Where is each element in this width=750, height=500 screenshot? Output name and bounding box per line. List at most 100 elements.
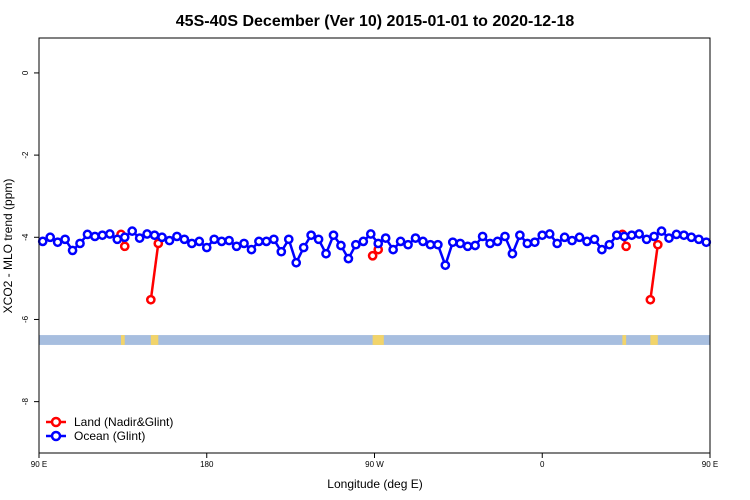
ocean-point <box>37 236 48 247</box>
ocean-point <box>343 253 354 264</box>
y-axis-label: XCO2 - MLO trend (ppm) <box>1 179 15 314</box>
x-tick-label: 90 E <box>702 460 718 469</box>
ocean-point <box>388 244 398 255</box>
ocean-point <box>485 238 495 249</box>
ocean-point <box>82 229 93 240</box>
ocean-point <box>97 230 108 241</box>
ocean-point <box>671 229 682 240</box>
ocean-point <box>611 230 622 241</box>
ocean-point <box>216 236 227 247</box>
land-point <box>652 239 663 250</box>
ocean-point <box>90 231 100 242</box>
land-patch <box>372 335 384 345</box>
ocean-point <box>186 238 197 249</box>
ocean-point <box>365 229 376 239</box>
ocean-point <box>559 232 570 243</box>
ocean-point <box>447 237 458 248</box>
ocean-point <box>619 231 630 242</box>
ocean-point <box>552 238 563 249</box>
ocean-point <box>45 232 56 243</box>
land-patch <box>150 335 159 345</box>
ocean-point <box>589 234 600 245</box>
y-ticks: 0 -2 -4 -6 -8 <box>21 70 39 405</box>
ocean-point <box>380 233 391 243</box>
ocean-point <box>328 230 339 241</box>
x-tick-label: 180 <box>200 460 214 469</box>
ocean-point <box>172 231 182 242</box>
land-patch <box>622 335 627 345</box>
land-point <box>119 241 130 252</box>
ocean-point <box>649 231 659 242</box>
ocean-point <box>507 248 518 259</box>
ocean-point <box>693 234 704 245</box>
ocean-point <box>529 237 540 248</box>
ocean-point <box>254 236 264 247</box>
land-patch <box>650 335 658 345</box>
ocean-point <box>351 239 361 250</box>
ocean-point <box>336 240 346 251</box>
ocean-point <box>567 235 577 246</box>
ocean-point <box>373 238 384 249</box>
ocean-point <box>403 239 413 250</box>
legend-land-label: Land (Nadir&Glint) <box>74 415 173 429</box>
ocean-point <box>60 234 70 245</box>
legend-ocean-marker <box>50 430 62 442</box>
ocean-point <box>626 230 637 241</box>
ocean-point <box>201 242 212 253</box>
ocean-point <box>298 242 309 253</box>
ocean-point <box>425 239 436 250</box>
ocean-point <box>537 230 548 241</box>
ocean-point <box>261 236 272 247</box>
ocean-point <box>358 236 369 247</box>
ocean-point <box>418 236 428 247</box>
x-tick-label: 90 E <box>31 460 47 469</box>
ocean-point <box>522 238 533 249</box>
ocean-point <box>67 245 78 256</box>
legend-land-marker <box>50 416 62 428</box>
ocean-point <box>283 234 294 245</box>
ocean-point <box>52 237 63 248</box>
ocean-point <box>664 233 674 243</box>
ocean-point <box>209 234 220 245</box>
ocean-point <box>276 246 287 257</box>
ocean-point <box>231 241 242 252</box>
ocean-point <box>515 230 525 241</box>
x-tick-label: 90 W <box>365 460 384 469</box>
ocean-point <box>269 234 279 245</box>
land-point <box>367 250 378 261</box>
legend-ocean-label: Ocean (Glint) <box>74 429 145 443</box>
ocean-point <box>149 230 160 241</box>
ocean-point <box>104 229 115 239</box>
ocean-point <box>75 238 85 249</box>
ocean-point <box>157 232 167 243</box>
ocean-point <box>701 237 712 248</box>
ocean-point <box>440 260 451 271</box>
ocean-point <box>582 236 592 247</box>
ocean-point <box>641 234 652 245</box>
ocean-point <box>604 239 615 250</box>
y-tick-label: 0 <box>21 70 30 75</box>
land-ocean-band <box>39 335 710 345</box>
land-series-line <box>149 243 160 300</box>
chart-title: 45S-40S December (Ver 10) 2015-01-01 to … <box>176 13 575 30</box>
ocean-point <box>455 238 466 249</box>
x-tick-label: 0 <box>540 460 545 469</box>
land-point <box>621 241 631 252</box>
ocean-point <box>470 240 480 251</box>
ocean-point <box>597 244 607 255</box>
ocean-point <box>477 231 488 242</box>
ocean-point <box>134 233 145 243</box>
x-axis-label: Longitude (deg E) <box>327 477 422 491</box>
ocean-point <box>574 232 585 243</box>
ocean-point <box>395 236 406 247</box>
ocean-point <box>492 236 503 247</box>
ocean-point <box>686 232 697 243</box>
ocean-point <box>544 229 555 239</box>
x-ticks: 90 E 180 90 W 0 90 E <box>31 453 718 469</box>
legend: Land (Nadir&Glint) Ocean (Glint) <box>46 415 173 443</box>
ocean-point <box>119 232 130 243</box>
ocean-point <box>291 257 302 268</box>
ocean-point <box>433 239 443 250</box>
ocean-point <box>679 230 689 241</box>
